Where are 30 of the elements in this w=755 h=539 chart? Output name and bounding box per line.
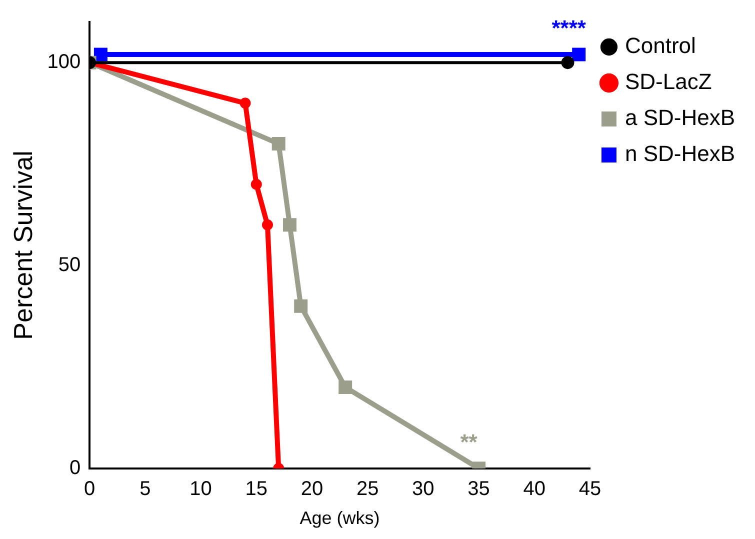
point [262,219,273,230]
y-axis-title: Percent Survival [8,150,38,340]
x-tick-label: 35 [468,478,490,500]
legend-label: a SD-HexB [624,105,736,130]
x-axis-title: Age (wks) [300,508,380,528]
x-tick-label: 5 [140,478,151,500]
point [338,380,352,394]
point [282,218,296,232]
annotation: ** [460,429,478,454]
x-tick-label: 10 [190,478,212,500]
x-tick-label: 30 [412,478,434,500]
point [272,137,286,150]
x-tick-label: 0 [84,478,96,500]
x-tick-label: 45 [578,478,602,500]
point [572,48,586,62]
x-tick-label: 40 [523,478,546,500]
y-tick-label: 0 [69,456,81,479]
x-tick-label: 20 [300,478,324,500]
annotation: **** [552,16,586,41]
point [294,299,308,313]
point [240,98,251,109]
y-tick-label: 50 [58,254,81,276]
legend-label: Control [624,33,696,58]
legend-label: SD-LacZ [624,69,712,94]
x-tick-label: 25 [356,478,379,500]
point [250,178,262,190]
legend-label: n SD-HexB [624,141,736,166]
point [94,48,108,62]
y-tick-label: 100 [47,51,81,74]
x-tick-label: 15 [245,478,268,500]
